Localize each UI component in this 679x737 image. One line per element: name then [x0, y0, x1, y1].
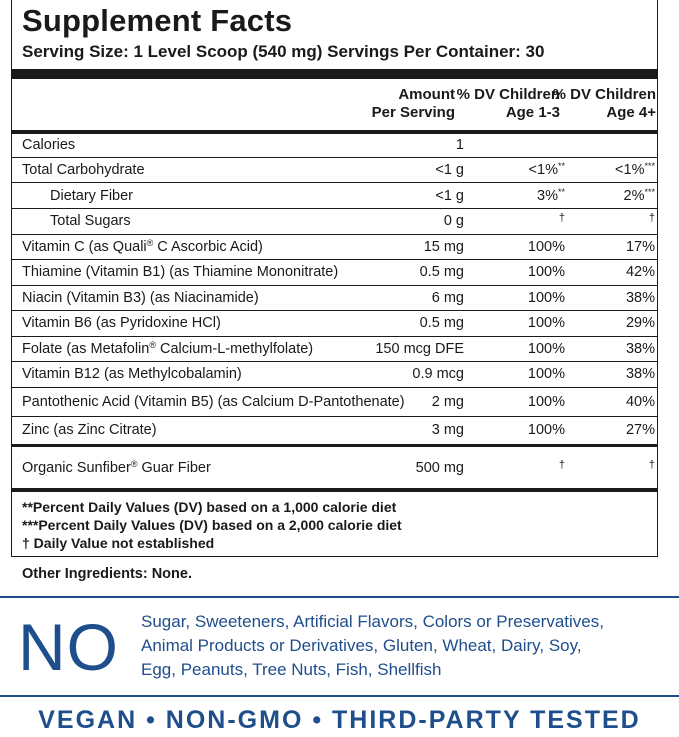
nutrient-amount: 150 mcg DFE: [375, 341, 464, 357]
nutrient-name: Pantothenic Acid (Vitamin B5) (as Calciu…: [22, 394, 405, 410]
supplement-facts-panel: [11, 0, 658, 557]
nutrient-dv-age-4-plus: 38%: [625, 366, 655, 382]
nutrient-name: Total Carbohydrate: [22, 162, 145, 178]
nutrient-amount: 3 mg: [431, 422, 464, 438]
nutrient-amount: 6 mg: [431, 290, 464, 306]
nutrient-dv-age-4-plus: 27%: [625, 422, 655, 438]
nutrient-name: Niacin (Vitamin B3) (as Niacinamide): [22, 290, 259, 306]
tagline: VEGAN • NON-GMO • THIRD-PARTY TESTED: [38, 706, 641, 734]
nutrient-name: Folate (as Metafolin® Calcium-L-methylfo…: [22, 340, 314, 357]
nutrient-name: Calories: [22, 137, 76, 153]
row-divider: [11, 208, 658, 209]
nutrient-name: Vitamin B6 (as Pyridoxine HCl): [22, 315, 221, 331]
nutrient-dv-age-4-plus: 2%***: [623, 187, 655, 204]
nutrient-amount: 1: [455, 137, 464, 153]
nutrient-dv-age-1-3: 100%: [527, 366, 565, 382]
no-section-bottom-line: [0, 695, 679, 697]
nutrient-dv-age-4-plus: 29%: [625, 315, 655, 331]
nutrient-dv-age-1-3: 3%**: [537, 187, 565, 204]
nutrient-dv-age-4-plus: <1%***: [615, 161, 655, 178]
row-divider: [11, 361, 658, 362]
nutrient-amount: 500 mg: [415, 460, 464, 476]
row-divider: [11, 444, 658, 447]
nutrient-dv-age-4-plus: 38%: [625, 290, 655, 306]
row-divider: [11, 416, 658, 417]
row-divider: [11, 182, 658, 183]
nutrient-dv-age-4-plus: 17%: [625, 239, 655, 255]
no-heading: NO: [18, 610, 119, 684]
no-ingredients-list: Sugar, Sweeteners, Artificial Flavors, C…: [141, 610, 671, 682]
header-dv-age-4-plus: % DV Children Age 4+: [552, 86, 656, 121]
nutrient-amount: 15 mg: [423, 239, 464, 255]
nutrient-amount: <1 g: [435, 162, 464, 178]
nutrient-amount: 0.9 mcg: [412, 366, 464, 382]
no-section-top-line: [0, 596, 679, 598]
nutrient-name: Zinc (as Zinc Citrate): [22, 422, 157, 438]
nutrient-dv-age-1-3: 100%: [527, 341, 565, 357]
no-list-line: Egg, Peanuts, Tree Nuts, Fish, Shellfish: [141, 660, 442, 679]
nutrient-name: Organic Sunfiber® Guar Fiber: [22, 459, 211, 476]
row-divider: [11, 387, 658, 388]
nutrient-name: Vitamin C (as Quali® C Ascorbic Acid): [22, 238, 263, 255]
row-divider: [11, 336, 658, 337]
footnote-1000-calorie: **Percent Daily Values (DV) based on a 1…: [22, 499, 397, 515]
header-divider: [11, 130, 658, 134]
row-divider: [11, 259, 658, 260]
nutrient-amount: 0.5 mg: [419, 315, 464, 331]
row-divider: [11, 157, 658, 158]
row-divider: [11, 310, 658, 311]
nutrient-dv-age-1-3: 100%: [527, 394, 565, 410]
nutrient-amount: <1 g: [435, 188, 464, 204]
no-list-line: Animal Products or Derivatives, Gluten, …: [141, 636, 582, 655]
nutrient-dv-age-4-plus: †: [648, 459, 655, 471]
nutrient-dv-age-1-3: 100%: [527, 264, 565, 280]
no-list-line: Sugar, Sweeteners, Artificial Flavors, C…: [141, 612, 604, 631]
nutrient-dv-age-1-3: †: [558, 212, 565, 224]
nutrient-dv-age-1-3: <1%**: [528, 161, 565, 178]
nutrient-dv-age-4-plus: 42%: [625, 264, 655, 280]
nutrient-dv-age-4-plus: 40%: [625, 394, 655, 410]
nutrient-amount: 0 g: [443, 213, 464, 229]
panel-title: Supplement Facts: [22, 3, 293, 38]
header-dv-age-1-3: % DV Children Age 1-3: [456, 86, 560, 121]
nutrient-dv-age-1-3: 100%: [527, 239, 565, 255]
nutrient-dv-age-1-3: 100%: [527, 290, 565, 306]
header-amount: Amount Per Serving: [371, 86, 455, 121]
row-divider: [11, 234, 658, 235]
nutrient-dv-age-4-plus: †: [648, 212, 655, 224]
row-divider: [11, 285, 658, 286]
nutrient-dv-age-1-3: 100%: [527, 315, 565, 331]
nutrient-name: Vitamin B12 (as Methylcobalamin): [22, 366, 242, 382]
footnote-dv-not-established: † Daily Value not established: [22, 535, 215, 551]
top-thick-divider: [11, 69, 658, 79]
serving-info: Serving Size: 1 Level Scoop (540 mg) Ser…: [22, 42, 545, 61]
other-ingredients: Other Ingredients: None.: [22, 566, 192, 582]
nutrient-name: Dietary Fiber: [50, 188, 133, 204]
nutrient-amount: 0.5 mg: [419, 264, 464, 280]
nutrient-dv-age-1-3: 100%: [527, 422, 565, 438]
footnote-2000-calorie: ***Percent Daily Values (DV) based on a …: [22, 517, 402, 533]
nutrient-dv-age-1-3: †: [558, 459, 565, 471]
footer-divider: [11, 488, 658, 492]
nutrient-dv-age-4-plus: 38%: [625, 341, 655, 357]
nutrient-amount: 2 mg: [431, 394, 464, 410]
nutrient-name: Thiamine (Vitamin B1) (as Thiamine Monon…: [22, 264, 339, 280]
nutrient-name: Total Sugars: [50, 213, 131, 229]
